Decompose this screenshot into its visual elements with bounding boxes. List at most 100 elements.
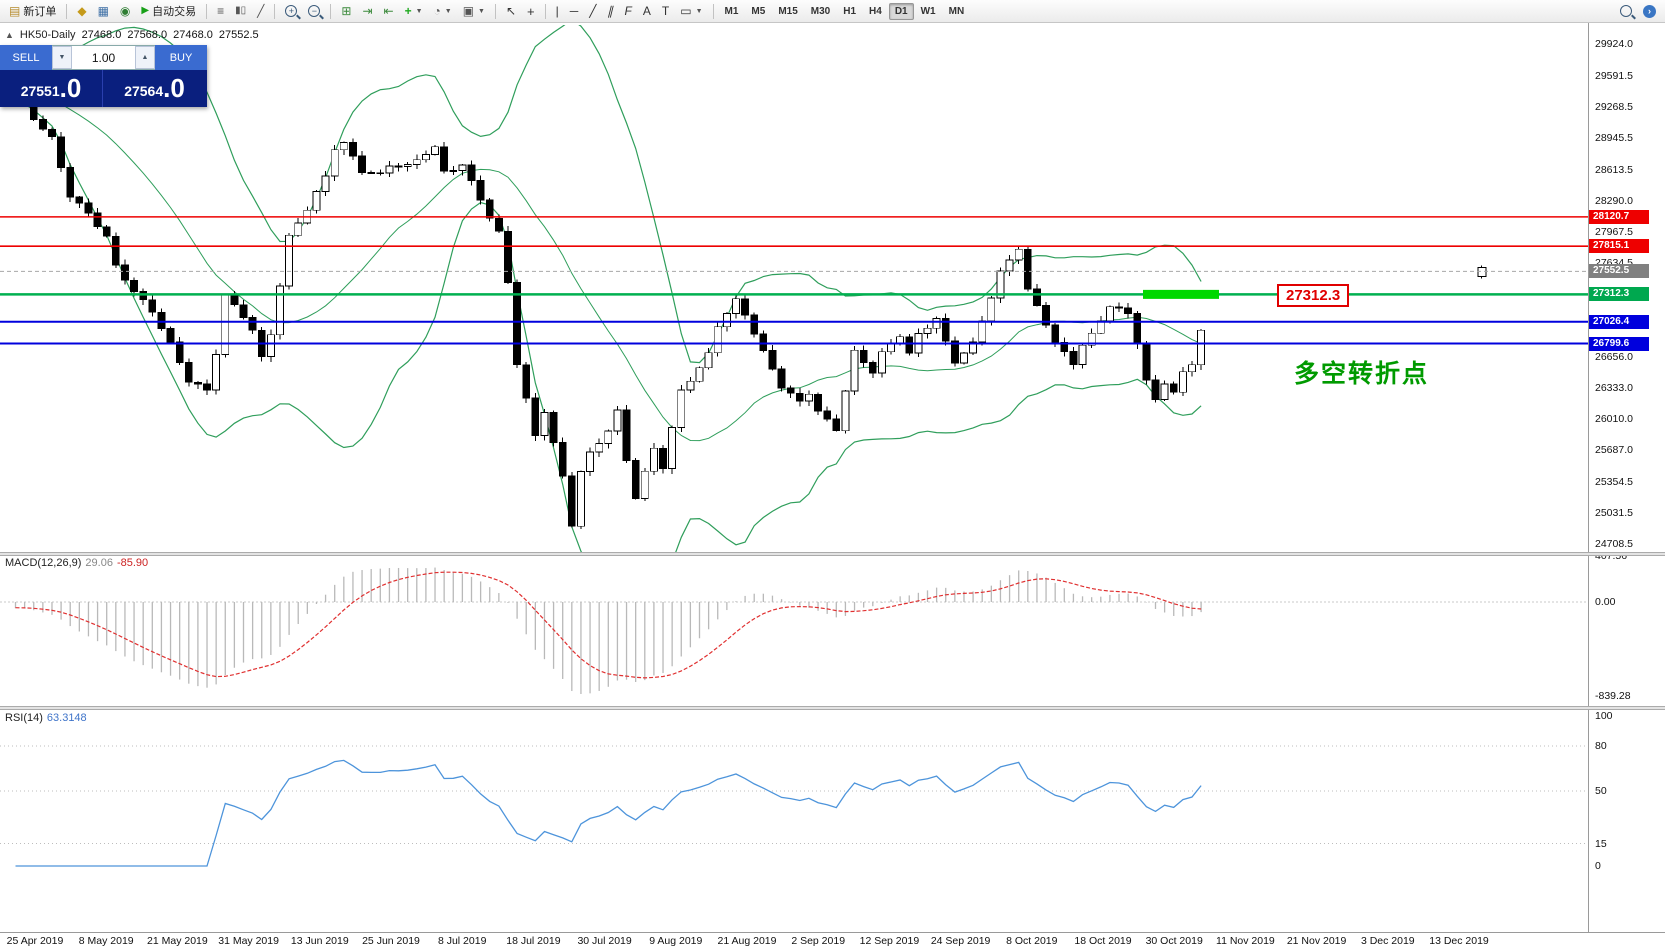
toolbar-zoom-out-button[interactable]: − — [303, 1, 325, 22]
macd-axis-label: -839.28 — [1595, 690, 1631, 703]
rsi-axis-label: 0 — [1595, 860, 1601, 872]
toolbar-separator — [712, 3, 714, 19]
toolbar-separator — [330, 3, 332, 19]
toolbar-bar-chart-mode-button[interactable]: ≡ — [212, 1, 229, 22]
toolbar-community-button[interactable]: › — [1638, 1, 1661, 22]
timeframe-button-m30[interactable]: M30 — [810, 5, 831, 17]
timeframe-button-m5[interactable]: M5 — [751, 5, 766, 17]
hline-icon: ─ — [569, 4, 579, 18]
toolbar-auto-scroll-button[interactable]: ⇥ — [357, 1, 377, 22]
chart-open-value: 27468.0 — [81, 29, 122, 41]
timeframe-button-h1[interactable]: H1 — [843, 5, 857, 17]
timeframe-button-h4[interactable]: H4 — [869, 5, 882, 17]
volume-up-button[interactable]: ▲ — [135, 46, 155, 69]
chart-note-annotation[interactable]: 多空转折点 — [1294, 360, 1430, 388]
timeframe-button-d1[interactable]: D1 — [888, 2, 914, 20]
toolbar-data-window-button[interactable]: ▦ — [93, 1, 114, 22]
play-icon: ▶ — [141, 5, 150, 16]
rsi-indicator-label: RSI(14) 63.3148 — [5, 712, 87, 724]
label-icon: T — [661, 4, 670, 18]
time-axis-label: 8 Oct 2019 — [1006, 935, 1058, 947]
time-axis-label: 21 Nov 2019 — [1286, 935, 1347, 947]
rsi-axis-label: 80 — [1595, 740, 1607, 752]
price-axis-tag: 27312.3 — [1589, 287, 1649, 302]
volume-input[interactable]: 1.00 — [91, 50, 116, 65]
toolbar-auto-trading-button[interactable]: ▶ 自动交易 — [141, 5, 197, 19]
toolbar-templates-button[interactable]: ▣ ▼ — [458, 1, 490, 22]
timeframe-button-mn[interactable]: MN — [948, 5, 965, 17]
shapes-icon: ▭ — [680, 4, 692, 18]
crosshair-icon: + — [527, 3, 535, 19]
chevron-down-icon: ▼ — [444, 7, 452, 15]
order-ticket-icon: ▤ — [9, 4, 21, 18]
toolbar-trendline-tool-button[interactable]: ╱ — [584, 1, 601, 22]
price-axis-label: 27967.5 — [1595, 225, 1633, 238]
plus-icon: + — [404, 4, 412, 18]
timeframe-button-m1[interactable]: M1 — [724, 5, 739, 17]
toolbar-fibonacci-tool-button[interactable]: F — [620, 1, 637, 22]
macd-axis-label: 0.00 — [1595, 596, 1616, 608]
toolbar-candlestick-mode-button[interactable]: ▮▯ — [230, 1, 251, 22]
rsi-name: RSI(14) — [5, 712, 43, 724]
candles-layer — [11, 93, 1487, 530]
time-axis-label: 3 Dec 2019 — [1360, 935, 1415, 947]
toolbar-separator — [206, 3, 208, 19]
price-axis-label: 29268.5 — [1595, 100, 1633, 113]
toolbar-tile-windows-button[interactable]: ⊞ — [336, 1, 356, 22]
rsi-layer — [0, 745, 1588, 867]
toolbar-vertical-line-tool-button[interactable]: | — [551, 1, 564, 22]
main-chart-canvas[interactable] — [0, 23, 1588, 947]
candles-icon: ▮▯ — [235, 5, 247, 16]
time-axis-label: 12 Sep 2019 — [859, 935, 920, 947]
chart-low-value: 27468.0 — [173, 29, 213, 41]
toolbar-chart-shift-button[interactable]: ⇤ — [379, 1, 399, 22]
toolbar-search-button[interactable] — [1615, 1, 1637, 22]
sell-price-display[interactable]: 27551 .0 — [0, 70, 103, 107]
channel-icon: ∥ — [605, 4, 616, 18]
toolbar-line-chart-mode-button[interactable]: ╱ — [252, 1, 269, 22]
time-axis-label: 24 Sep 2019 — [930, 935, 991, 947]
price-axis-border — [1588, 23, 1589, 932]
toolbar-periods-button[interactable]: ◔ ▼ — [429, 1, 457, 22]
toolbar-zoom-in-button[interactable]: + — [280, 1, 302, 22]
time-axis-label: 11 Nov 2019 — [1216, 935, 1275, 947]
buy-button[interactable]: BUY — [155, 45, 207, 70]
macd-name: MACD(12,26,9) — [5, 557, 82, 569]
toolbar-label-tool-button[interactable]: T — [657, 1, 674, 22]
toolbar-horizontal-line-tool-button[interactable]: ─ — [565, 1, 584, 22]
macd-layer — [0, 567, 1588, 694]
autoscroll-icon: ⇥ — [362, 4, 373, 18]
sell-price-pips: .0 — [59, 73, 82, 103]
timeframe-button-m15[interactable]: M15 — [778, 5, 798, 17]
toolbar-crosshair-tool-button[interactable]: + — [522, 1, 540, 22]
highlight-band[interactable] — [1143, 289, 1219, 299]
price-axis-label: 29924.0 — [1595, 38, 1633, 50]
panel-splitter-macd[interactable] — [0, 552, 1665, 556]
horizontal-levels-layer — [0, 216, 1588, 345]
toolbar-new-order-button[interactable]: ▤ 新订单 — [9, 4, 57, 18]
timeframe-button-w1[interactable]: W1 — [920, 5, 936, 17]
toolbar-cursor-tool-button[interactable]: ↖ — [501, 1, 521, 22]
clock-icon: ◔ — [433, 4, 441, 18]
chart-header: ▲ HK50-Daily 27468.0 27568.0 27468.0 275… — [5, 29, 259, 41]
toolbar-market-watch-button[interactable]: ◆ — [72, 1, 91, 22]
toolbar-text-tool-button[interactable]: A — [638, 1, 656, 22]
panel-splitter-rsi[interactable] — [0, 706, 1665, 710]
volume-down-button[interactable]: ▼ — [52, 46, 72, 69]
toolbar-shapes-tool-button[interactable]: ▭ ▼ — [675, 1, 707, 22]
data-window-icon: ▦ — [97, 4, 109, 18]
price-level-annotation[interactable]: 27312.3 — [1277, 284, 1350, 307]
toolbar-channel-tool-button[interactable]: ∥ — [603, 1, 619, 22]
one-click-trading-panel: SELL ▼ 1.00 ▲ BUY 27551 .0 27564 .0 — [0, 45, 207, 107]
chevron-down-icon: ▼ — [478, 7, 485, 15]
toolbar-indicators-add-button[interactable]: + ▼ — [400, 1, 428, 22]
bollinger-bands-layer — [15, 25, 1202, 552]
toolbar-navigator-button[interactable]: ◉ — [115, 1, 135, 22]
chevron-down-icon: ▼ — [415, 7, 423, 15]
price-axis-label: 29591.5 — [1595, 69, 1633, 82]
toolbar-separator — [274, 3, 276, 19]
price-axis-label: 25354.5 — [1595, 476, 1633, 489]
buy-price-display[interactable]: 27564 .0 — [103, 70, 206, 107]
toolbar: ▤ 新订单 ◆ ▦ ◉ ▶ 自动交易 ≡ ▮▯ ╱ + − ⊞ ⇥ ⇤ + ▼ ◔ ▼ ▣ ▼ ↖ + | ─ ╱ ∥ F A T ▭ ▼ M1… — [0, 0, 1665, 23]
sell-button[interactable]: SELL — [0, 45, 52, 70]
